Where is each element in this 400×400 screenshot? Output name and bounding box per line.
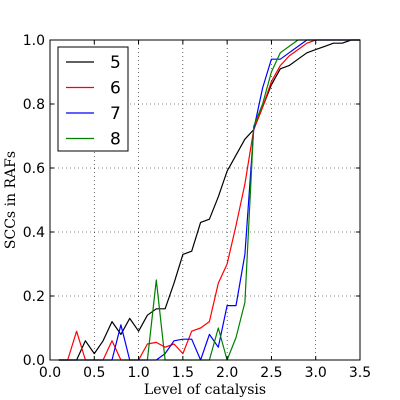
x-tick-label: 0.5: [83, 365, 105, 381]
x-tick-label: 3.5: [349, 365, 371, 381]
series-line-5: [58, 39, 360, 361]
x-tick-label: 1.5: [172, 365, 194, 381]
plot-frame: [49, 39, 361, 361]
legend-label-7: 7: [110, 104, 121, 124]
legend-box: [57, 46, 129, 152]
y-tick-label: 1.0: [23, 33, 45, 49]
legend-label-5: 5: [110, 53, 121, 73]
y-axis-title: SCCs in RAFs: [3, 151, 19, 249]
x-tick-label: 0.0: [39, 365, 61, 381]
y-tick-label: 0.0: [23, 353, 45, 369]
tick-labels: 0.0 0.5 1.0 1.5 2.0 2.5 3.0 3.5 0.0 0.2 0.4 0.6 0.8 1…: [23, 33, 371, 381]
legend: 5 6 7 8: [57, 46, 129, 152]
x-axis-title: Level of catalysis: [144, 382, 266, 398]
x-tick-label: 2.0: [216, 365, 238, 381]
x-tick-label: 1.0: [127, 365, 149, 381]
legend-label-6: 6: [110, 79, 121, 99]
axis-ticks: [49, 39, 361, 361]
y-tick-label: 0.4: [23, 225, 45, 241]
y-tick-label: 0.8: [23, 97, 45, 113]
x-tick-label: 3.0: [305, 365, 327, 381]
y-tick-label: 0.6: [23, 161, 45, 177]
legend-label-8: 8: [110, 130, 121, 150]
series-line-6: [58, 39, 360, 361]
y-tick-label: 0.2: [23, 289, 45, 305]
x-tick-label: 2.5: [260, 365, 282, 381]
